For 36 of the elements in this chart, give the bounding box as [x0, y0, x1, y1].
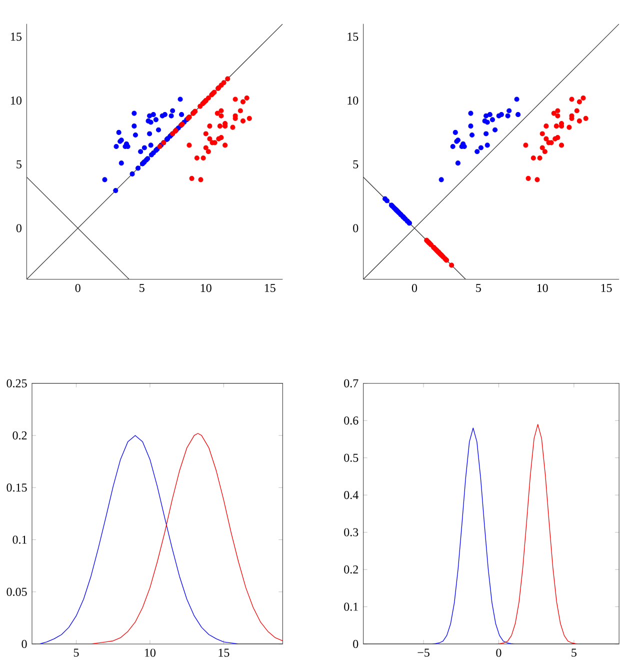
- y-tick-label: 0.1: [12, 536, 27, 544]
- y-tick-label: 0.6: [344, 416, 358, 425]
- y-tick-label: 0.15: [6, 484, 27, 492]
- y-tick-label: 0.4: [344, 490, 358, 500]
- y-tick-label: 0.3: [344, 528, 358, 536]
- y-tick-label: 0: [353, 640, 358, 648]
- x-tick-label: 10: [537, 284, 548, 292]
- y-tick-label: 0.7: [344, 379, 358, 388]
- x-tick-label: 0: [75, 284, 80, 292]
- x-tick-label: 5: [140, 284, 144, 292]
- x-tick-label: 15: [218, 648, 230, 657]
- y-tick-label: 5: [353, 160, 358, 168]
- y-tick-label: 0.2: [344, 565, 358, 574]
- x-tick-label: −5: [418, 648, 430, 657]
- x-tick-label: 5: [476, 284, 481, 292]
- y-tick-label: 0.1: [344, 602, 358, 611]
- y-tick-label: 0.2: [12, 431, 27, 440]
- x-tick-label: 10: [200, 284, 212, 292]
- x-tick-label: 10: [145, 648, 156, 657]
- y-tick-label: 5: [16, 160, 22, 168]
- y-tick-label: 10: [348, 96, 358, 105]
- y-tick-label: 0.5: [344, 454, 358, 462]
- x-tick-label: 5: [572, 648, 576, 657]
- y-tick-label: 15: [11, 32, 22, 41]
- x-tick-label: 15: [601, 284, 612, 292]
- y-tick-label: 0: [22, 640, 27, 648]
- x-tick-label: 0: [496, 648, 502, 657]
- y-tick-label: 0.05: [6, 588, 27, 596]
- y-tick-label: 15: [348, 32, 358, 41]
- y-tick-label: 0.25: [6, 379, 27, 388]
- x-tick-label: 0: [412, 284, 418, 292]
- y-tick-label: 10: [11, 96, 22, 105]
- x-tick-label: 15: [264, 284, 276, 292]
- y-tick-label: 0: [16, 224, 22, 232]
- x-tick-label: 5: [74, 648, 79, 657]
- y-tick-label: 0: [353, 224, 358, 232]
